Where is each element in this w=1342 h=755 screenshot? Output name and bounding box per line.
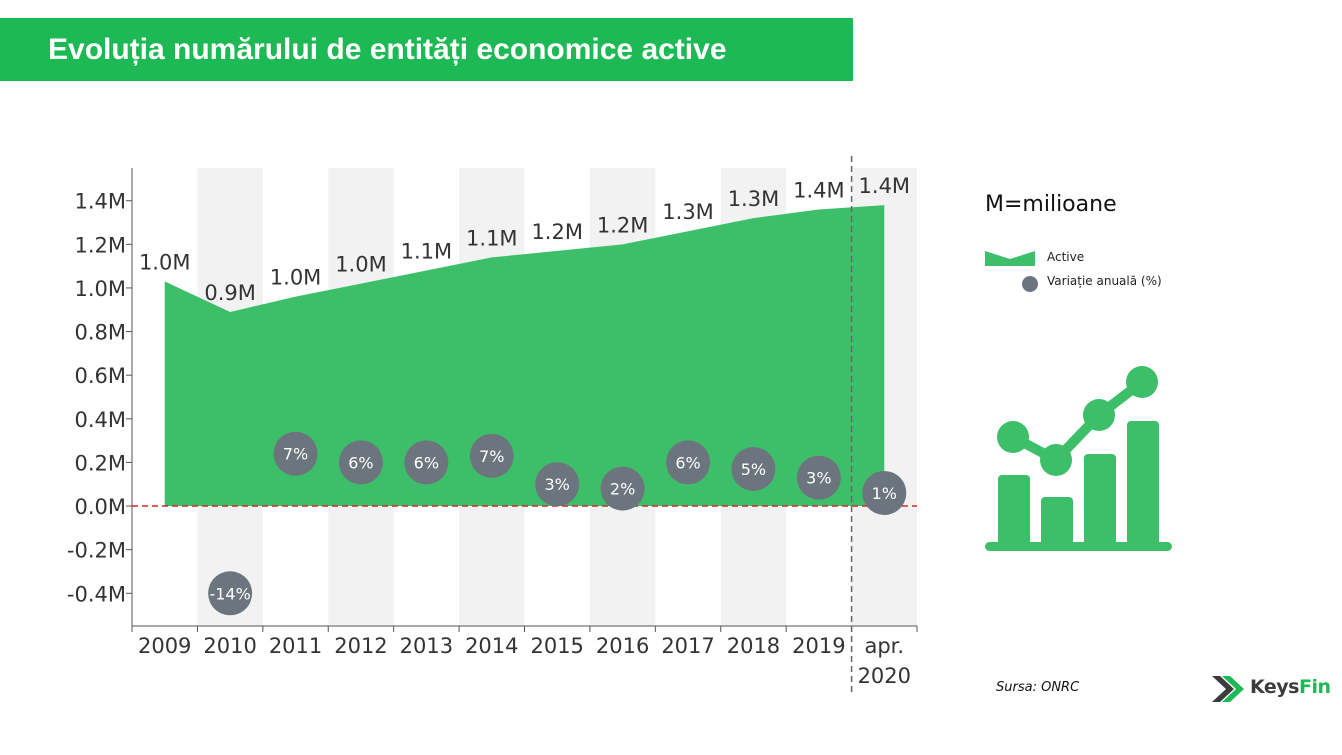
change-bubbles: -14% 7% 6% 6% 7% 3% 2% 6% 5% 3% 1%: [208, 431, 907, 616]
growth-chart-icon: [985, 366, 1172, 551]
change-label: 5%: [741, 460, 766, 479]
y-tick-label: 0.2M: [74, 451, 126, 475]
change-label: 7%: [479, 447, 504, 466]
x-tick-label: 2019: [792, 634, 845, 658]
change-bubble: [273, 431, 318, 476]
point-label: 1.2M: [531, 220, 583, 244]
change-bubble: [469, 433, 514, 478]
change-bubble: [796, 455, 841, 500]
change-label: 7%: [283, 445, 308, 464]
point-label: 1.0M: [270, 266, 322, 290]
y-tick-label: 1.2M: [74, 233, 126, 257]
y-tick-label: 0.8M: [74, 321, 126, 345]
change-label: 3%: [545, 475, 570, 494]
change-bubble: [338, 440, 383, 485]
point-label: 1.2M: [597, 213, 649, 237]
logo-chevron-icon: [1212, 676, 1244, 702]
point-label: 1.0M: [335, 253, 387, 277]
axes: 1.4M 1.2M 1.0M 0.8M 0.6M 0.4M 0.2M 0.0M -0.2M -0.…: [67, 156, 918, 695]
y-tick-label: 0.4M: [74, 408, 126, 432]
legend-area-swatch-icon: [985, 251, 1035, 266]
y-tick-label: 0.0M: [74, 495, 126, 519]
change-label: -14%: [209, 584, 250, 603]
x-tick-label: 2009: [138, 634, 191, 658]
x-tick-label: 2011: [269, 634, 322, 658]
change-bubble: [208, 571, 253, 616]
change-bubble: [535, 462, 580, 507]
x-tick-label: 2012: [334, 634, 387, 658]
x-tick-label: 2017: [661, 634, 714, 658]
point-label: 0.9M: [204, 281, 256, 305]
point-label: 1.1M: [466, 226, 518, 250]
change-label: 6%: [348, 453, 373, 472]
point-label: 1.4M: [793, 178, 845, 202]
area-chart: 1.4M 1.2M 1.0M 0.8M 0.6M 0.4M 0.2M 0.0M -0.2M -0.…: [67, 156, 918, 695]
point-label: 1.4M: [859, 174, 911, 198]
x-tick-label: 2018: [727, 634, 780, 658]
y-tick-label: 1.0M: [74, 277, 126, 301]
change-bubble: [404, 440, 449, 485]
y-tick-label: -0.4M: [67, 582, 126, 606]
x-tick-label: 2016: [596, 634, 649, 658]
x-tick-label: 2010: [203, 634, 256, 658]
area-fill: [164, 205, 885, 507]
change-label: 1%: [872, 484, 897, 503]
change-bubble: [862, 470, 907, 515]
change-label: 2%: [610, 480, 635, 499]
x-tick-label: apr. 2020: [858, 634, 911, 688]
area-series: [164, 205, 885, 507]
y-tick-label: 1.4M: [74, 190, 126, 214]
x-tick-label: 2014: [465, 634, 518, 658]
unit-note: M=milioane: [985, 192, 1117, 217]
y-tick-label: 0.6M: [74, 364, 126, 388]
y-tick-label: -0.2M: [67, 539, 126, 563]
point-label: 1.1M: [401, 240, 453, 264]
source-note: Sursa: ONRC: [996, 680, 1080, 695]
change-label: 6%: [414, 453, 439, 472]
point-label: 1.0M: [139, 250, 191, 274]
title-bar: Evoluția numărului de entități economice…: [0, 18, 853, 81]
legend-dot-icon: [1022, 276, 1038, 292]
change-label: 6%: [675, 453, 700, 472]
change-bubble: [600, 466, 645, 511]
x-tick-label: 2013: [400, 634, 453, 658]
point-label: 1.3M: [728, 187, 780, 211]
logo-text: KeysFin: [1250, 676, 1331, 698]
page-title: Evoluția numărului de entități economice…: [48, 33, 727, 66]
legend-label-change: Variație anuală (%): [1047, 274, 1162, 288]
point-label: 1.3M: [662, 200, 714, 224]
change-label: 3%: [806, 469, 831, 488]
change-bubble: [731, 446, 776, 491]
change-bubble: [666, 440, 711, 485]
legend-label-active: Active: [1047, 250, 1085, 264]
point-labels: 1.0M 0.9M 1.0M 1.0M 1.1M 1.1M 1.2M 1.2M 1.3M 1.3M…: [139, 174, 910, 305]
x-tick-label: 2015: [530, 634, 583, 658]
